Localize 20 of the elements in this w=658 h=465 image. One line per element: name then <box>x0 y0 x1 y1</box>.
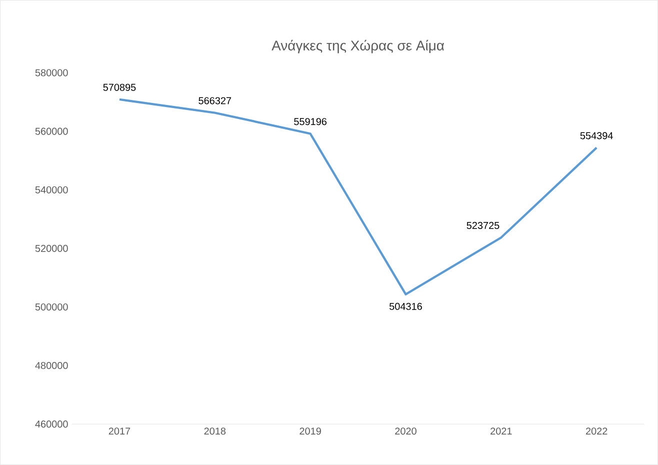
data-label: 566327 <box>198 97 232 104</box>
y-tick-label: 500000 <box>35 304 68 311</box>
y-tick-label: 460000 <box>35 420 68 428</box>
y-tick-label: 480000 <box>35 362 68 370</box>
y-tick-label: 580000 <box>35 69 68 76</box>
y-tick-label: 520000 <box>35 244 68 252</box>
x-tick-label: 2020 <box>395 428 416 435</box>
chart-title: Ανάγκες της Χώρας σε Αίμα <box>272 40 444 54</box>
data-label: 504316 <box>390 302 422 310</box>
data-label: 570895 <box>103 84 136 91</box>
x-tick-label: 2022 <box>586 428 608 435</box>
data-label: 559196 <box>294 118 327 126</box>
y-tick-label: 560000 <box>35 128 68 135</box>
x-tick-label: 2017 <box>108 428 130 435</box>
y-tick-label: 540000 <box>35 186 68 194</box>
x-tick-label: 2021 <box>490 428 512 435</box>
data-label: 554394 <box>580 132 613 140</box>
x-tick-label: 2018 <box>204 428 226 435</box>
x-tick-label: 2019 <box>300 428 321 435</box>
data-label: 523725 <box>466 222 500 230</box>
